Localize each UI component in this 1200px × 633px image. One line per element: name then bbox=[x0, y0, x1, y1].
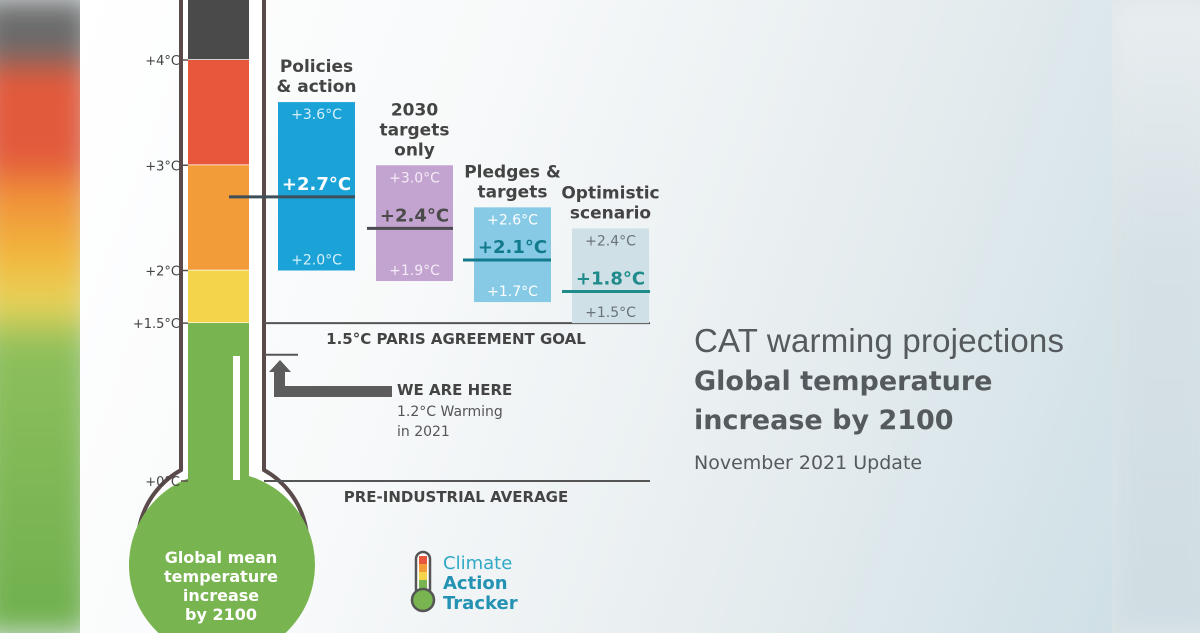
low-label-1: +1.9°C bbox=[389, 263, 440, 279]
scenario-label-2-0: Pledges & bbox=[464, 162, 561, 182]
high-label-1: +3.0°C bbox=[389, 170, 440, 186]
high-label-3: +2.4°C bbox=[585, 233, 636, 249]
logo-line-3: Tracker bbox=[443, 593, 518, 614]
blurred-right-edge bbox=[1110, 0, 1200, 633]
tick-label-2: +2°C bbox=[145, 265, 180, 280]
thermometer-band-3 bbox=[188, 270, 249, 324]
thermometer-band-2 bbox=[188, 165, 249, 271]
bulb-label-line-1: temperature bbox=[164, 567, 278, 586]
range-bar-2 bbox=[474, 207, 551, 303]
scenario-label-2-1: targets bbox=[478, 182, 548, 202]
blurred-left-edge bbox=[0, 0, 90, 633]
bulb-label-line-2: increase bbox=[183, 586, 259, 605]
tick-label-0: +4°C bbox=[145, 54, 180, 69]
range-bar-3 bbox=[572, 228, 649, 324]
median-label-3: +1.8°C bbox=[576, 269, 645, 290]
scenario-label-1-1: targets bbox=[380, 120, 450, 140]
title-line-2: Global temperature bbox=[694, 366, 993, 397]
range-bar-0 bbox=[278, 102, 355, 271]
scenario-label-3-0: Optimistic bbox=[561, 183, 659, 203]
low-label-0: +2.0°C bbox=[291, 253, 342, 269]
thermometer-bulb bbox=[129, 472, 315, 633]
scenario-label-1-2: only bbox=[394, 140, 435, 160]
high-label-2: +2.6°C bbox=[487, 212, 538, 228]
median-label-2: +2.1°C bbox=[478, 237, 547, 258]
current-warming-text: 1.2°C Warming bbox=[397, 404, 503, 420]
infographic-panel: Global mean temperature increase by 2100 +4°… bbox=[80, 0, 1112, 633]
we-are-here-label: WE ARE HERE bbox=[397, 381, 512, 399]
tick-label-3: +1.5°C bbox=[133, 317, 180, 332]
arrow-up-icon bbox=[269, 360, 392, 397]
thermometer-band-1 bbox=[188, 60, 249, 166]
scenario-label-0-0: Policies bbox=[280, 57, 353, 77]
low-label-2: +1.7°C bbox=[487, 284, 538, 300]
low-label-3: +1.5°C bbox=[585, 305, 636, 321]
title-line-1: CAT warming projections bbox=[694, 322, 1065, 359]
title-block: CAT warming projections Global temperatu… bbox=[694, 322, 1064, 474]
paris-goal-label: 1.5°C PARIS AGREEMENT GOAL bbox=[326, 330, 586, 348]
bulb-label-line-3: by 2100 bbox=[185, 605, 257, 624]
scenario-label-3-1: scenario bbox=[570, 203, 651, 223]
logo-line-2: Action bbox=[443, 573, 508, 594]
high-label-0: +3.6°C bbox=[291, 107, 342, 123]
mercury-highlight bbox=[233, 356, 240, 480]
thermometer-logo-icon bbox=[410, 550, 436, 613]
bulb-label-line-0: Global mean bbox=[165, 548, 278, 567]
tick-label-1: +3°C bbox=[145, 159, 180, 174]
range-bar-1 bbox=[376, 165, 453, 282]
tick-label-4: +0°C bbox=[145, 475, 180, 490]
thermometer-band-0 bbox=[188, 0, 249, 61]
logo-line-1: Climate bbox=[443, 553, 513, 574]
scenario-label-0-1: & action bbox=[276, 77, 356, 97]
title-line-3: increase by 2100 bbox=[694, 405, 954, 436]
median-label-0: +2.7°C bbox=[282, 174, 351, 195]
preindustrial-label: PRE-INDUSTRIAL AVERAGE bbox=[344, 488, 569, 506]
median-label-1: +2.4°C bbox=[380, 205, 449, 226]
scenario-label-1-0: 2030 bbox=[391, 100, 438, 120]
current-year-text: in 2021 bbox=[397, 424, 450, 440]
cat-logo-text: Climate Action Tracker bbox=[443, 554, 518, 614]
update-subtitle: November 2021 Update bbox=[694, 452, 923, 474]
